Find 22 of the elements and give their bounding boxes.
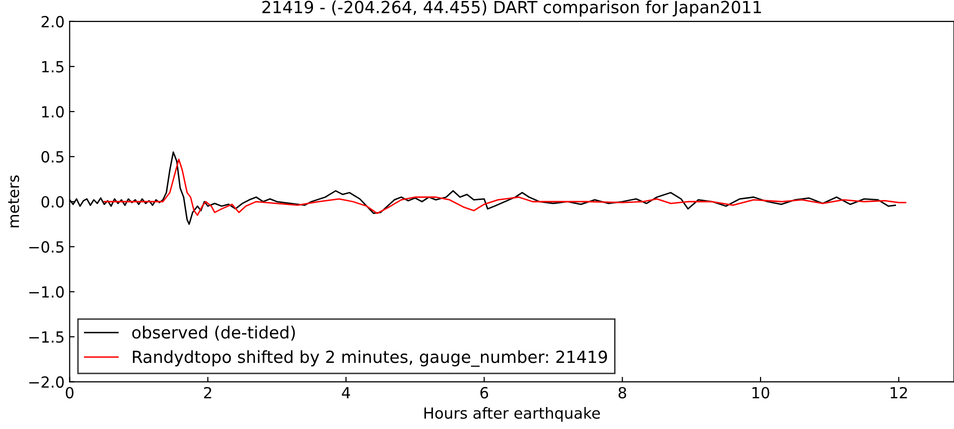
x-tick-label: 0 <box>66 386 74 398</box>
y-tick-label: 1.5 <box>42 61 64 73</box>
y-tick-label: −1.0 <box>29 286 64 298</box>
legend-label: Randydtopo shifted by 2 minutes, gauge_number: 21419 <box>132 350 607 367</box>
x-tick-label: 4 <box>342 387 350 398</box>
line-series <box>103 158 906 216</box>
y-tick-label: −2.0 <box>29 376 64 388</box>
y-tick-label: −0.5 <box>29 241 64 253</box>
x-tick-label: 2 <box>204 386 212 398</box>
y-tick-label: 1.0 <box>42 106 64 118</box>
y-tick-label: 2.0 <box>42 16 64 28</box>
y-axis-title: meters <box>8 175 20 228</box>
x-tick-label: 6 <box>480 386 488 398</box>
x-axis-title: Hours after earthquake <box>424 407 600 422</box>
legend-label: observed (de-tided) <box>132 326 295 341</box>
y-tick-label: 0.5 <box>41 151 64 163</box>
x-tick-label: 12 <box>890 386 907 398</box>
chart-title: 21419 - (-204.264, 44.455) DART comparison for Japan2011 <box>262 0 761 17</box>
y-tick-label: −1.5 <box>29 331 64 343</box>
x-tick-label: 8 <box>618 386 626 398</box>
x-tick-label: 10 <box>752 386 770 398</box>
y-tick-label: 0.0 <box>41 196 64 208</box>
